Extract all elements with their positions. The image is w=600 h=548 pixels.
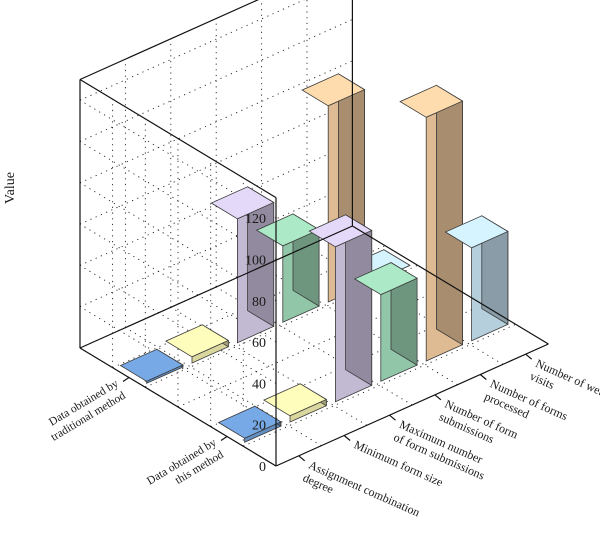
bar-top-face [210, 186, 275, 220]
y-axis-title: Value [3, 172, 18, 204]
y-tick-label: 20 [252, 419, 266, 434]
grid-line-floor [177, 284, 451, 408]
bar [119, 348, 184, 384]
axis-frame-edge [352, 225, 549, 345]
bar [165, 324, 230, 364]
bars-layer [119, 73, 509, 443]
y-tick-label: 40 [252, 377, 266, 392]
y-tick-label: 120 [245, 212, 266, 227]
category-tick [298, 455, 306, 462]
bar [263, 383, 328, 423]
y-tick-label: 0 [259, 460, 266, 475]
y-tick-label: 60 [252, 336, 266, 351]
row-tick [122, 377, 130, 382]
axis-frame-edge [79, 0, 259, 81]
category-tick [343, 435, 351, 441]
grid-line-left-wall [79, 141, 277, 260]
axis-frame-edge [79, 78, 277, 199]
bar [255, 213, 320, 323]
axis-frame-edge [275, 343, 549, 467]
grid-line-left-wall [79, 182, 277, 302]
bar-top-face [217, 405, 282, 439]
axis-frame-edge [79, 225, 353, 349]
category-tick [525, 353, 533, 360]
bar-side-face [435, 84, 463, 346]
bar [210, 186, 275, 344]
grid-line-floor [125, 327, 322, 447]
row-label: Data obtained bythis method [145, 437, 226, 500]
bar-top-face [255, 213, 320, 247]
y-tick-label: 100 [245, 254, 266, 269]
grid-line-left-wall [79, 99, 277, 219]
grid-line-left-wall [79, 265, 277, 384]
row-tick [220, 436, 228, 441]
bar [353, 261, 418, 382]
bar [217, 405, 282, 443]
grid-line-floor [170, 306, 368, 426]
bar-top-face [165, 324, 230, 358]
bar [444, 215, 509, 342]
bar-top-face [263, 383, 328, 417]
grid-line-floor [145, 264, 418, 388]
bar-top-face [119, 348, 184, 382]
category-tick [479, 374, 487, 380]
y-tick-label: 80 [252, 295, 266, 310]
axis-frame-edge [79, 347, 277, 467]
category-tick [434, 394, 442, 401]
bar-top-face [399, 84, 464, 118]
bar-top-face [444, 215, 509, 249]
grid-line-back-wall [79, 101, 353, 225]
grid-line-back-wall [79, 0, 305, 101]
grid-line-back-wall [79, 19, 353, 142]
category-tick [389, 414, 396, 421]
grid-line-back-wall [79, 60, 353, 184]
grid-line-back-wall [79, 184, 353, 308]
frame-layer [79, 0, 549, 467]
row-label: Data obtained bytraditional method [42, 378, 128, 444]
grid-line-left-wall [79, 223, 277, 343]
bar-top-face [353, 262, 418, 296]
grid-line-floor [243, 323, 516, 447]
